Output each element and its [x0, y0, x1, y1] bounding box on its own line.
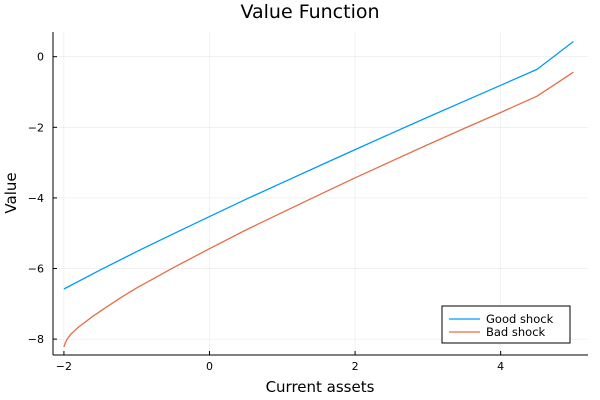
x-tick-label: −2	[56, 360, 72, 373]
legend: Good shock Bad shock	[441, 305, 571, 344]
series-lines	[63, 40, 574, 348]
x-tick-label: 0	[206, 360, 213, 373]
y-tick-label: −6	[28, 263, 44, 276]
chart-title: Value Function	[240, 1, 379, 23]
legend-box	[441, 305, 571, 344]
y-axis-title: Value	[2, 172, 20, 213]
x-tick-label: 2	[352, 360, 359, 373]
x-axis-title: Current assets	[266, 378, 375, 396]
y-tick-label: −4	[28, 192, 44, 205]
x-tick-label: 4	[497, 360, 504, 373]
legend-label-bad-shock: Bad shock	[486, 325, 546, 339]
y-tick-label: −2	[28, 121, 44, 134]
axes	[52, 32, 588, 356]
series-line-good-shock	[63, 40, 574, 290]
y-tick-label: −8	[28, 333, 44, 346]
legend-label-good-shock: Good shock	[486, 312, 554, 326]
series-line-bad-shock	[63, 71, 574, 348]
y-tick-label: 0	[37, 51, 44, 64]
tick-labels: −2 0 2 4 0 −2 −4 −6 −8	[28, 51, 504, 373]
